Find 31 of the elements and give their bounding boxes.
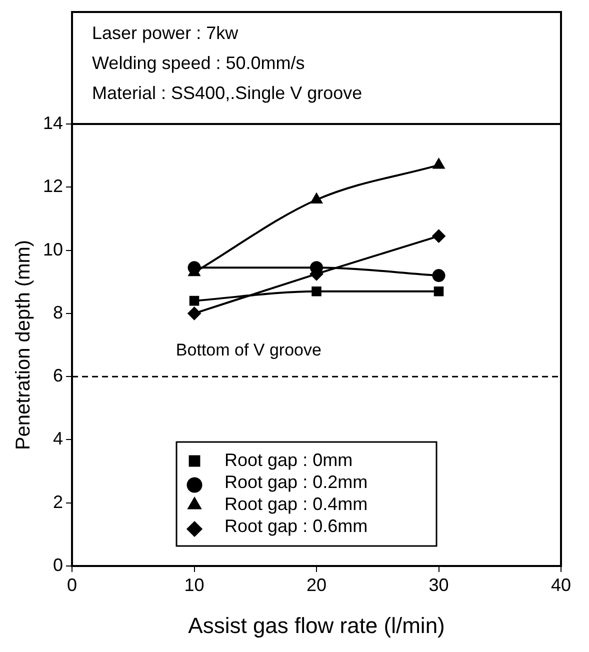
- point: [432, 269, 446, 282]
- text: Laser power : 7kw: [92, 22, 240, 43]
- y-tick-label: 6: [53, 366, 64, 386]
- point: [434, 286, 444, 296]
- point: [432, 230, 446, 243]
- legend-label: Root gap : 0.6mm: [224, 516, 368, 536]
- legend-label: Root gap : 0mm: [224, 450, 353, 470]
- x-tick-label: 40: [550, 574, 572, 595]
- x-tick-label: 10: [184, 574, 204, 595]
- x-tick-label: 0: [67, 574, 78, 595]
- x-axis-title: Assist gas flow rate (l/min): [188, 612, 445, 638]
- y-axis-title: Penetration depth (mm): [12, 240, 35, 450]
- y-tick-label: 14: [42, 112, 64, 133]
- ref-line-label: Bottom of V groove: [176, 340, 322, 360]
- text: Material : SS400,.Single V groove: [92, 82, 362, 103]
- y-tick-label: 2: [53, 492, 64, 512]
- y-tick-label: 8: [53, 302, 64, 322]
- y-tick-label: 0: [53, 554, 64, 575]
- point: [188, 306, 201, 320]
- y-tick-label: 12: [42, 176, 64, 196]
- legend-label: Root gap : 0.2mm: [224, 472, 368, 492]
- point: [432, 158, 445, 169]
- point: [310, 193, 322, 204]
- legend-label: Root gap : 0.4mm: [224, 494, 368, 514]
- point: [312, 286, 322, 296]
- text: Welding speed : 50.0mm/s: [92, 52, 305, 73]
- point: [189, 296, 200, 306]
- y-tick-label: 10: [42, 239, 64, 260]
- y-tick-label: 4: [53, 428, 64, 449]
- x-tick-label: 30: [428, 574, 449, 595]
- x-tick-label: 20: [306, 574, 327, 595]
